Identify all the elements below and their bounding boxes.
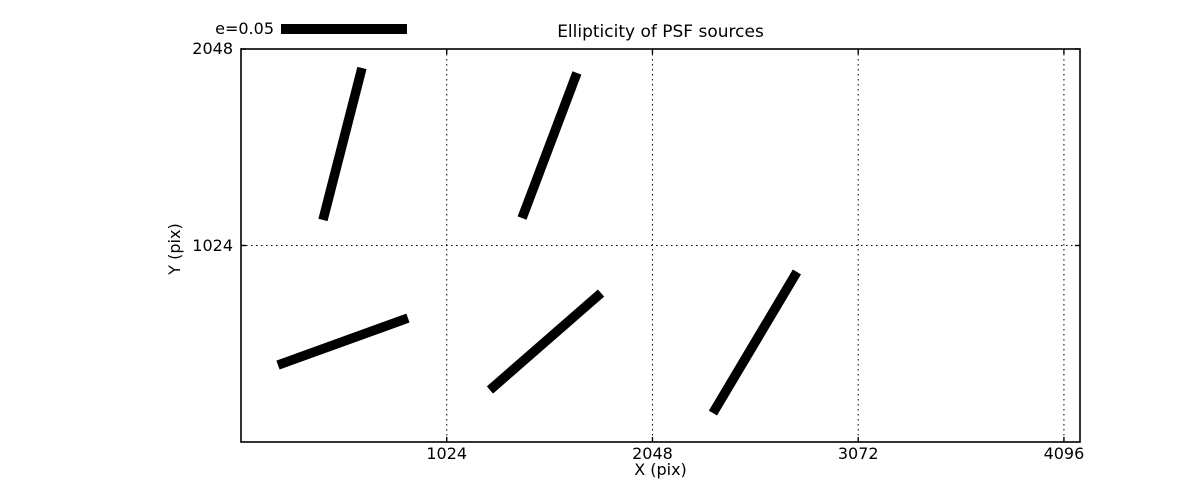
legend-label: e=0.05 [215,19,274,38]
x-tick-label: 1024 [426,444,468,463]
ellipticity-whisker [486,289,605,394]
chart-title: Ellipticity of PSF sources [557,22,764,42]
x-tick-label: 3072 [837,444,879,463]
ellipticity-whisker [276,313,410,370]
ellipticity-whisker [318,66,367,222]
y-tick-label: 1024 [192,235,233,255]
ellipticity-whisker [517,71,582,220]
y-tick-label: 2048 [192,39,233,58]
x-tick-label: 4096 [1043,444,1085,463]
x-axis-label: X (pix) [634,460,687,479]
ellipticity-whisker [708,269,801,416]
legend-scale-bar [281,24,407,34]
x-tick-label: 2048 [632,444,673,463]
